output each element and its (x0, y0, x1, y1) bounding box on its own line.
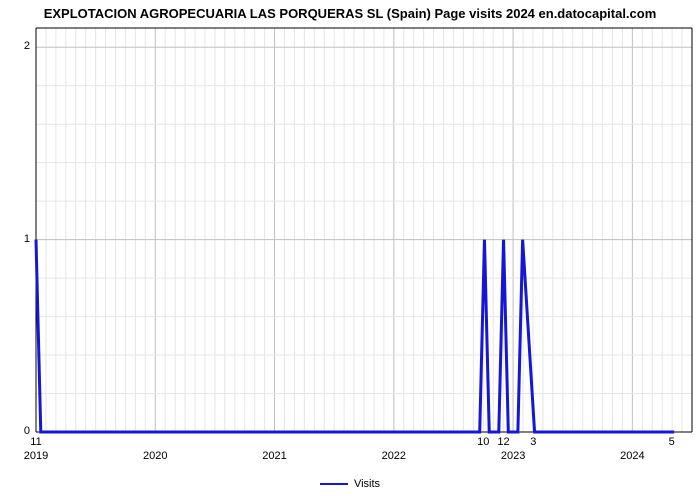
x-tick-label: 2020 (143, 450, 167, 462)
y-tick-label: 1 (0, 233, 30, 245)
chart-container: EXPLOTACION AGROPECUARIA LAS PORQUERAS S… (0, 0, 700, 500)
x-secondary-tick-label: 3 (530, 436, 536, 448)
x-secondary-tick-label: 11 (30, 436, 41, 448)
x-tick-label: 2021 (262, 450, 286, 462)
x-secondary-tick-label: 12 (497, 436, 509, 448)
y-tick-label: 0 (0, 425, 30, 437)
x-tick-label: 2019 (24, 450, 48, 462)
legend-label: Visits (354, 478, 380, 490)
x-secondary-tick-label: 10 (477, 436, 489, 448)
legend: Visits (0, 478, 700, 490)
x-tick-label: 2024 (620, 450, 644, 462)
y-tick-label: 2 (0, 40, 30, 52)
x-secondary-tick-label: 5 (669, 436, 675, 448)
x-tick-label: 2023 (501, 450, 525, 462)
chart-plot (0, 0, 700, 500)
x-tick-label: 2022 (382, 450, 406, 462)
legend-swatch (320, 483, 348, 485)
